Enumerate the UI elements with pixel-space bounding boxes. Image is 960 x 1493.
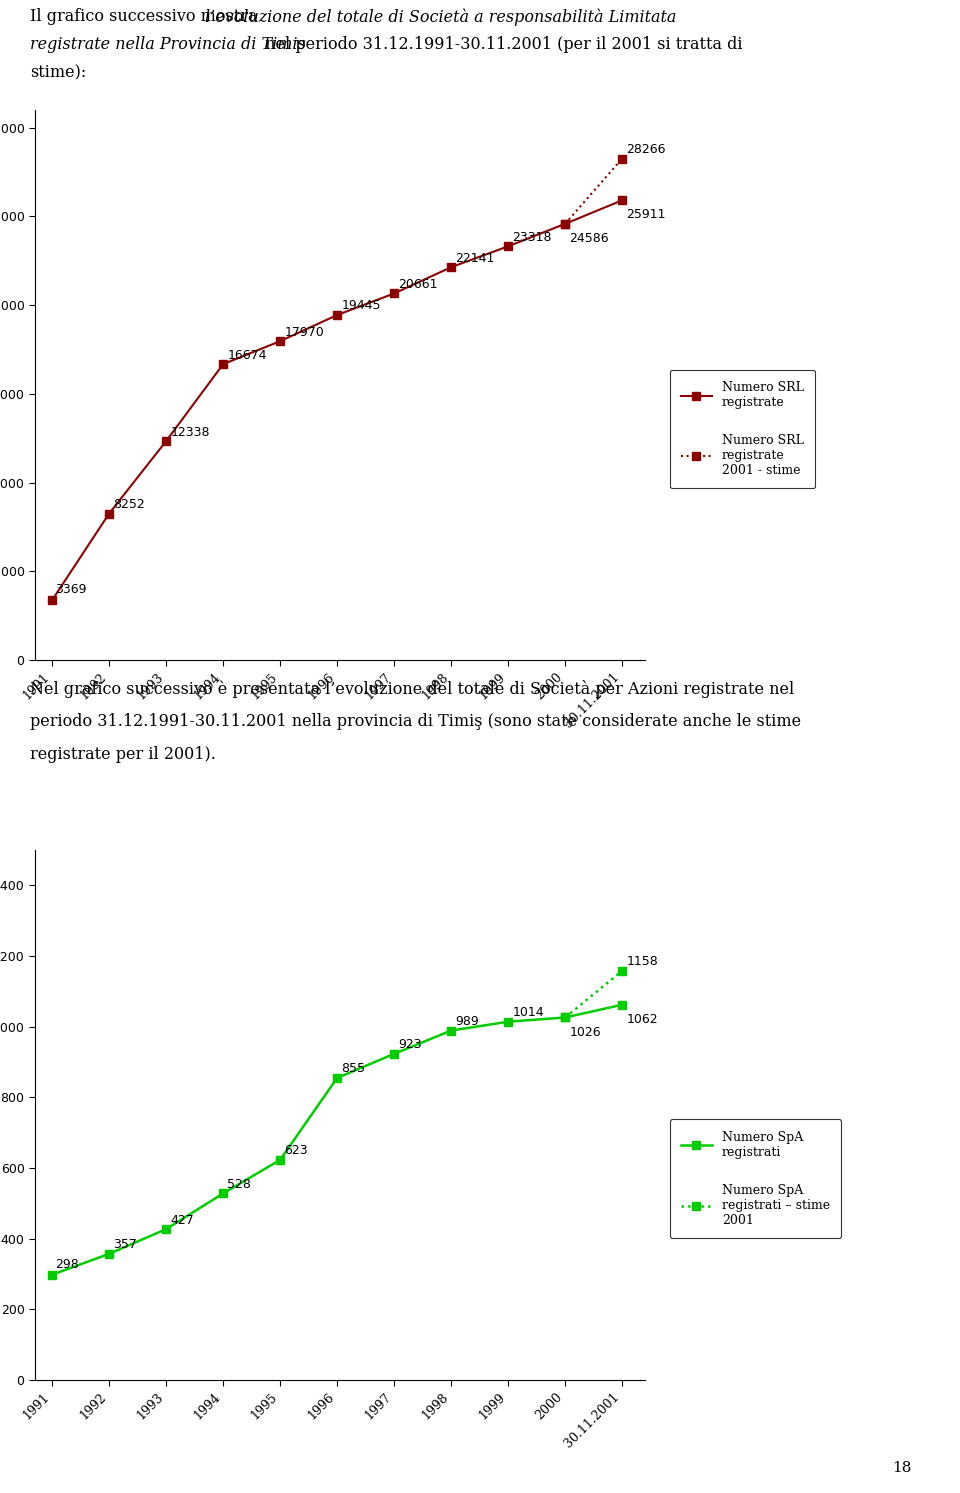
Legend: Numero SpA
registrati, Numero SpA
registrati – stime
2001: Numero SpA registrati, Numero SpA regist… <box>669 1120 841 1238</box>
Text: nel periodo 31.12.1991-30.11.2001 (per il 2001 si tratta di: nel periodo 31.12.1991-30.11.2001 (per i… <box>260 36 742 52</box>
Text: 989: 989 <box>455 1015 479 1029</box>
Text: Nel grafico successivo è presentata l’evoluzione del totale di Società per Azion: Nel grafico successivo è presentata l’ev… <box>30 679 794 699</box>
Text: 623: 623 <box>284 1144 308 1157</box>
Text: 3369: 3369 <box>55 584 86 596</box>
Text: 24586: 24586 <box>569 231 609 245</box>
Text: 25911: 25911 <box>626 209 666 221</box>
Text: stime):: stime): <box>30 64 86 81</box>
Text: 1062: 1062 <box>626 1012 658 1026</box>
Text: 357: 357 <box>113 1238 137 1251</box>
Text: 298: 298 <box>55 1257 79 1271</box>
Text: registrate per il 2001).: registrate per il 2001). <box>30 746 216 763</box>
Text: 28266: 28266 <box>626 143 666 155</box>
Text: 1014: 1014 <box>513 1006 544 1020</box>
Text: 923: 923 <box>398 1038 422 1051</box>
Text: 1158: 1158 <box>626 956 659 969</box>
Text: Il grafico successivo mostra: Il grafico successivo mostra <box>30 7 263 25</box>
Text: 12338: 12338 <box>170 426 210 439</box>
Text: periodo 31.12.1991-30.11.2001 nella provincia di Timiş (sono state considerate a: periodo 31.12.1991-30.11.2001 nella prov… <box>30 714 802 730</box>
Legend: Numero SRL
registrate, Numero SRL
registrate
2001 - stime: Numero SRL registrate, Numero SRL regist… <box>669 370 815 488</box>
Text: 528: 528 <box>228 1178 252 1191</box>
Text: 855: 855 <box>342 1063 366 1075</box>
Text: 17970: 17970 <box>284 325 324 339</box>
Text: registrate nella Provincia di Timis: registrate nella Provincia di Timis <box>30 36 305 52</box>
Text: 20661: 20661 <box>398 278 438 291</box>
Text: 427: 427 <box>170 1214 194 1227</box>
Text: 8252: 8252 <box>113 499 145 511</box>
Text: l’evoluzione del totale di Società a responsabilità Limitata: l’evoluzione del totale di Società a res… <box>205 7 677 25</box>
Text: 22141: 22141 <box>455 252 494 264</box>
Text: 19445: 19445 <box>342 300 381 312</box>
Text: 16674: 16674 <box>228 348 267 361</box>
Text: 23318: 23318 <box>513 231 552 243</box>
Text: 18: 18 <box>893 1462 912 1475</box>
Text: 1026: 1026 <box>569 1026 601 1039</box>
